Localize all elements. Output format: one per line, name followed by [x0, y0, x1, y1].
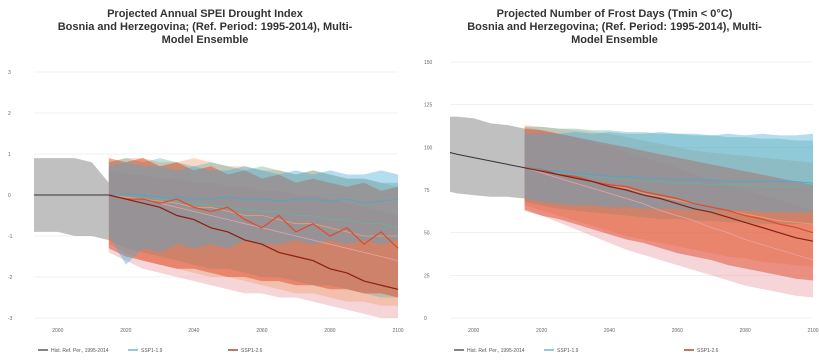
- y-tick-label: 0: [424, 316, 427, 322]
- ssp119-mean-line: [524, 167, 814, 184]
- y-tick-label: 0: [8, 193, 11, 199]
- legend-label: SSP1-1.9: [557, 348, 579, 354]
- ssp119-range-band: [524, 132, 813, 213]
- ssp126-mean-line: [524, 167, 814, 234]
- y-tick-label: -1: [8, 234, 13, 240]
- ssp370-mean-line: [108, 194, 399, 229]
- frost-days-chart-title: Projected Number of Frost Days (Tmin < 0…: [467, 8, 762, 46]
- y-tick-label: 125: [424, 103, 433, 109]
- legend-label: SSP1-1.9: [141, 348, 163, 354]
- historical-range-band: [34, 158, 109, 241]
- historical-mean-line: [449, 152, 525, 169]
- x-tick-label: 2000: [52, 328, 63, 334]
- y-tick-label: -2: [8, 275, 13, 281]
- legend-label: SSP1-2.6: [241, 348, 263, 354]
- ssp126-range-band: [524, 128, 813, 281]
- ssp370-mean-line: [524, 167, 814, 187]
- ssp119-range-band: [108, 162, 399, 265]
- ssp126-mean-line: [108, 194, 399, 249]
- y-tick-label: -3: [8, 316, 13, 322]
- spei-chart-title: Projected Annual SPEI Drought Index Bosn…: [57, 8, 353, 46]
- y-tick-label: 100: [424, 145, 433, 151]
- x-tick-label: 2040: [188, 328, 199, 334]
- x-tick-label: 2000: [468, 328, 479, 334]
- ssp245-mean-line: [108, 194, 398, 237]
- y-tick-label: 1: [8, 152, 11, 158]
- x-tick-label: 2080: [324, 328, 335, 334]
- legend-label: Hist. Ref. Per., 1995-2014: [51, 348, 109, 354]
- x-tick-label: 2020: [536, 328, 547, 334]
- x-tick-label: 2040: [604, 328, 615, 334]
- y-tick-label: 2: [8, 111, 11, 117]
- x-tick-label: 2100: [392, 328, 403, 334]
- frost-days-chart[interactable]: 0 25 50 75 100 125 150 2000 2020 2040 2060 2080 2100…: [410, 0, 819, 360]
- y-tick-label: 75: [424, 188, 430, 194]
- x-tick-label: 2100: [807, 328, 818, 334]
- ssp585-dark-mean-line: [108, 194, 399, 290]
- y-tick-label: 150: [424, 60, 433, 66]
- y-tick-label: 50: [424, 231, 430, 237]
- ssp585-dark-mean-line: [524, 167, 814, 242]
- spei-chart-panel: Projected Annual SPEI Drought Index Bosn…: [0, 0, 410, 360]
- y-tick-label: 3: [8, 70, 11, 76]
- ssp126-range-band: [108, 158, 399, 298]
- legend-label: SSP1-2.6: [697, 348, 719, 354]
- historical-range-band: [450, 116, 525, 199]
- ssp119-mean-line: [108, 194, 399, 204]
- x-tick-label: 2080: [740, 328, 751, 334]
- x-tick-label: 2060: [672, 328, 683, 334]
- spei-chart[interactable]: -3 -2 -1 0 1 2 3 2000 2020 2040 2060 2080 2100 Hist. …: [0, 0, 410, 360]
- x-tick-label: 2020: [120, 328, 131, 334]
- legend-label: Hist. Ref. Per., 1995-2014: [467, 348, 525, 354]
- frost-days-chart-panel: Projected Number of Frost Days (Tmin < 0…: [410, 0, 819, 360]
- x-tick-label: 2060: [256, 328, 267, 334]
- ssp585-mean-line: [524, 167, 814, 261]
- y-tick-label: 25: [424, 273, 430, 279]
